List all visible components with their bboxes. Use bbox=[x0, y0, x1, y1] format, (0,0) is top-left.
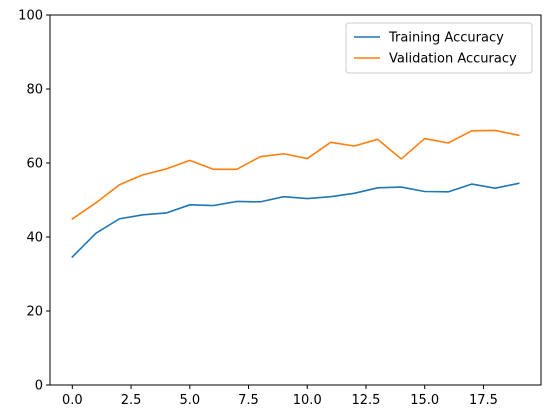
legend-box bbox=[345, 22, 533, 74]
x-tick-label: 17.5 bbox=[469, 393, 498, 408]
x-tick-label: 10.0 bbox=[293, 393, 322, 408]
y-axis-ticks: 0 20 40 60 80 100 bbox=[18, 9, 50, 394]
x-tick-label: 0.0 bbox=[62, 393, 83, 408]
legend-label: Validation Accuracy bbox=[389, 52, 517, 67]
series-line-validation-accuracy bbox=[71, 129, 520, 220]
x-tick-label: 2.5 bbox=[121, 393, 142, 408]
legend-label: Training Accuracy bbox=[388, 31, 504, 46]
y-tick-label: 40 bbox=[26, 231, 43, 246]
y-tick-label: 100 bbox=[18, 9, 43, 24]
series-layer bbox=[71, 129, 520, 259]
y-tick-label: 60 bbox=[26, 157, 43, 172]
x-axis-ticks: 0.0 2.5 5.0 7.5 10.0 12.5 15.0 17.5 bbox=[62, 385, 498, 408]
x-tick-label: 7.5 bbox=[238, 393, 259, 408]
x-tick-label: 15.0 bbox=[410, 393, 439, 408]
legend: Training Accuracy Validation Accuracy bbox=[345, 22, 533, 74]
axes-frame bbox=[49, 14, 542, 386]
series-line-training-accuracy bbox=[71, 182, 520, 259]
x-tick-label: 12.5 bbox=[352, 393, 381, 408]
x-tick-label: 5.0 bbox=[179, 393, 200, 408]
y-tick-label: 20 bbox=[26, 305, 43, 320]
y-tick-label: 0 bbox=[35, 379, 43, 394]
y-tick-label: 80 bbox=[26, 83, 43, 98]
